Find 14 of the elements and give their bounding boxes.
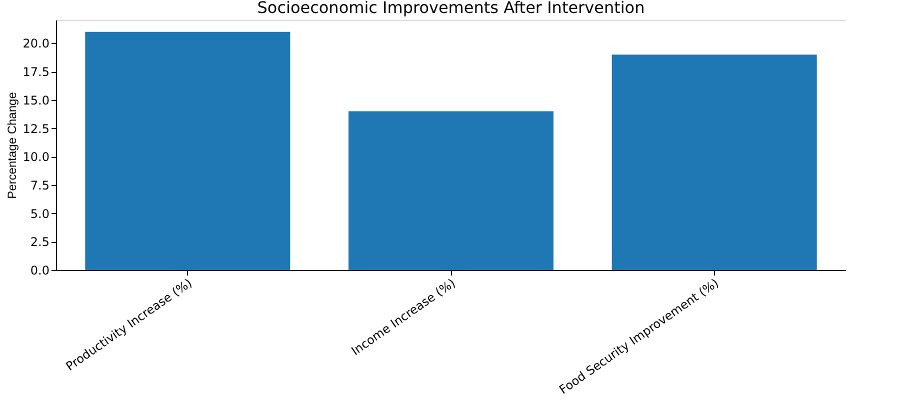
y-tick-label: 17.5 [22, 65, 50, 80]
bar [348, 111, 554, 270]
y-tick-label: 20.0 [22, 36, 50, 51]
y-tick-label: 2.5 [30, 235, 50, 250]
y-tick-label: 10.0 [22, 150, 50, 164]
y-axis-title: Percentage Change [4, 92, 19, 199]
bar [612, 54, 817, 270]
y-tick-label: 5.0 [30, 206, 50, 221]
y-tick-label: 12.5 [22, 122, 50, 136]
chart-title: Socioeconomic Improvements After Intervention [257, 0, 645, 17]
bar [85, 32, 290, 270]
y-tick-label: 15.0 [22, 93, 50, 108]
y-tick-label: 0.0 [30, 264, 50, 278]
y-tick-label: 7.5 [30, 178, 50, 192]
